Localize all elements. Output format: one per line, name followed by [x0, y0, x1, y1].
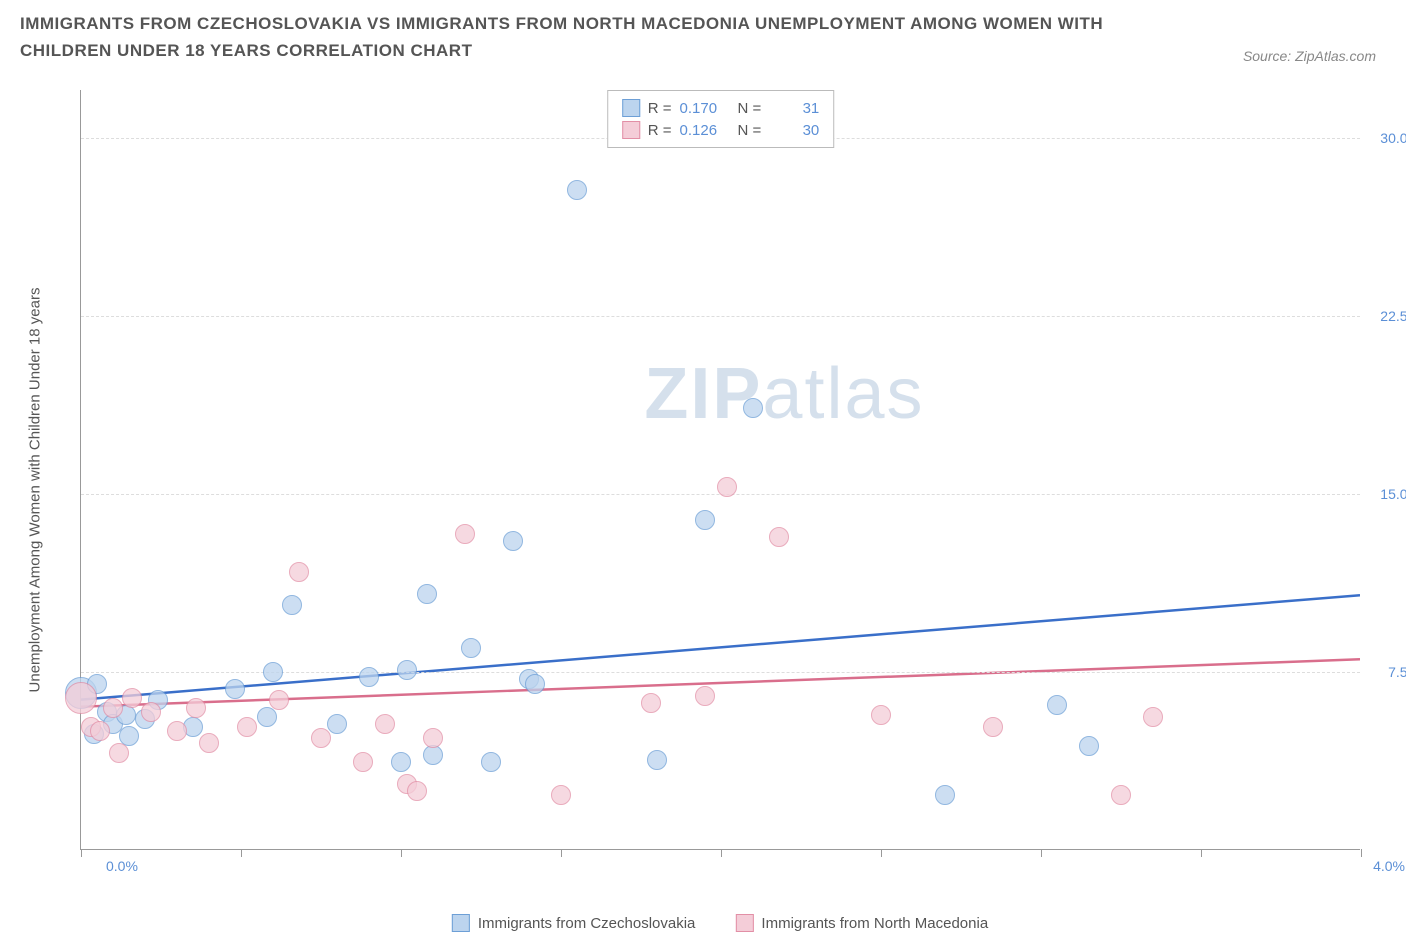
scatter-point — [695, 686, 715, 706]
trend-line — [81, 595, 1360, 699]
scatter-point — [503, 531, 523, 551]
scatter-point — [103, 698, 123, 718]
legend-swatch — [735, 914, 753, 932]
x-tick — [81, 849, 82, 857]
scatter-point — [647, 750, 667, 770]
scatter-point — [397, 660, 417, 680]
scatter-point — [109, 743, 129, 763]
x-tick — [1361, 849, 1362, 857]
x-tick — [401, 849, 402, 857]
legend-swatch — [452, 914, 470, 932]
series-swatch — [622, 99, 640, 117]
scatter-point — [525, 674, 545, 694]
gridline — [81, 316, 1360, 317]
series-swatch — [622, 121, 640, 139]
n-label: N = — [738, 100, 762, 117]
scatter-point — [141, 702, 161, 722]
x-axis-max-label: 4.0% — [1373, 858, 1405, 874]
scatter-point — [717, 477, 737, 497]
n-label: N = — [738, 122, 762, 139]
n-value: 30 — [769, 122, 819, 139]
scatter-point — [263, 662, 283, 682]
n-value: 31 — [769, 100, 819, 117]
scatter-point — [417, 584, 437, 604]
scatter-point — [327, 714, 347, 734]
chart-container: Unemployment Among Women with Children U… — [50, 80, 1390, 900]
trend-lines — [81, 90, 1360, 849]
scatter-point — [1047, 695, 1067, 715]
y-tick-label: 15.0% — [1380, 486, 1406, 502]
y-axis-title: Unemployment Among Women with Children U… — [27, 288, 44, 693]
x-tick — [561, 849, 562, 857]
scatter-point — [359, 667, 379, 687]
legend-label: Immigrants from North Macedonia — [761, 915, 988, 932]
scatter-point — [311, 728, 331, 748]
r-label: R = — [648, 122, 672, 139]
y-tick-label: 22.5% — [1380, 308, 1406, 324]
scatter-point — [423, 728, 443, 748]
scatter-point — [353, 752, 373, 772]
scatter-point — [186, 698, 206, 718]
scatter-point — [641, 693, 661, 713]
scatter-point — [237, 717, 257, 737]
scatter-point — [567, 180, 587, 200]
watermark: ZIPatlas — [644, 353, 924, 435]
y-tick-label: 30.0% — [1380, 130, 1406, 146]
x-tick — [1041, 849, 1042, 857]
scatter-point — [375, 714, 395, 734]
scatter-point — [743, 398, 763, 418]
scatter-point — [269, 690, 289, 710]
scatter-point — [90, 721, 110, 741]
scatter-point — [551, 785, 571, 805]
source-attribution: Source: ZipAtlas.com — [1243, 48, 1386, 64]
stats-row: R = 0.170 N = 31 — [622, 97, 820, 119]
scatter-point — [983, 717, 1003, 737]
scatter-point — [1079, 736, 1099, 756]
scatter-point — [199, 733, 219, 753]
scatter-point — [1111, 785, 1131, 805]
x-axis-min-label: 0.0% — [106, 858, 138, 874]
legend-label: Immigrants from Czechoslovakia — [478, 915, 696, 932]
r-label: R = — [648, 100, 672, 117]
legend: Immigrants from Czechoslovakia Immigrants… — [452, 914, 988, 932]
r-value: 0.126 — [680, 122, 730, 139]
x-tick — [881, 849, 882, 857]
r-value: 0.170 — [680, 100, 730, 117]
scatter-point — [461, 638, 481, 658]
scatter-point — [695, 510, 715, 530]
chart-title: IMMIGRANTS FROM CZECHOSLOVAKIA VS IMMIGR… — [20, 10, 1120, 64]
scatter-point — [65, 682, 97, 714]
scatter-point — [769, 527, 789, 547]
scatter-point — [289, 562, 309, 582]
scatter-point — [871, 705, 891, 725]
x-tick — [1201, 849, 1202, 857]
legend-item: Immigrants from North Macedonia — [735, 914, 988, 932]
scatter-point — [122, 688, 142, 708]
scatter-point — [167, 721, 187, 741]
scatter-point — [935, 785, 955, 805]
correlation-stats-box: R = 0.170 N = 31 R = 0.126 N = 30 — [607, 90, 835, 148]
stats-row: R = 0.126 N = 30 — [622, 119, 820, 141]
scatter-point — [455, 524, 475, 544]
scatter-point — [282, 595, 302, 615]
x-tick — [721, 849, 722, 857]
legend-item: Immigrants from Czechoslovakia — [452, 914, 696, 932]
y-tick-label: 7.5% — [1388, 664, 1406, 680]
scatter-point — [1143, 707, 1163, 727]
plot-area: ZIPatlas R =0.170N =31R =0.126N =30 0.0%… — [80, 90, 1360, 850]
x-tick — [241, 849, 242, 857]
scatter-point — [391, 752, 411, 772]
scatter-point — [481, 752, 501, 772]
scatter-point — [257, 707, 277, 727]
scatter-point — [225, 679, 245, 699]
scatter-point — [407, 781, 427, 801]
